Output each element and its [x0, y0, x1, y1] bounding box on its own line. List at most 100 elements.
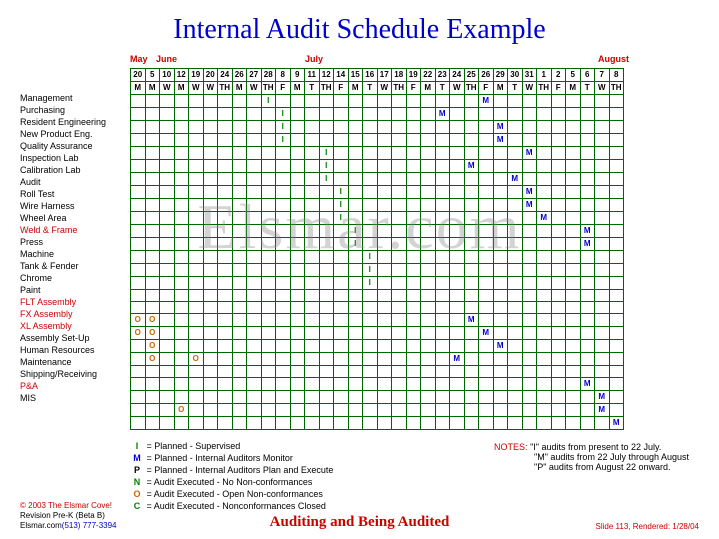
grid-cell [566, 186, 581, 199]
grid-cell [203, 95, 218, 108]
grid-cell [203, 134, 218, 147]
grid-cell [131, 378, 146, 391]
grid-cell [609, 225, 624, 238]
grid-cell [290, 327, 305, 340]
grid-cell [261, 199, 276, 212]
grid-cell [421, 404, 436, 417]
grid-cell [261, 391, 276, 404]
grid-cell [131, 186, 146, 199]
grid-cell [319, 378, 334, 391]
grid-cell [160, 238, 175, 251]
grid-cell [508, 251, 523, 264]
day-letter: M [421, 82, 436, 95]
grid-cell: I [276, 134, 291, 147]
grid-cell [203, 212, 218, 225]
grid-cell [609, 238, 624, 251]
month-label: June [156, 54, 177, 64]
grid-cell [261, 417, 276, 430]
grid-cell [493, 160, 508, 173]
day-number: 27 [247, 69, 262, 82]
grid-cell [508, 121, 523, 134]
grid-cell [479, 378, 494, 391]
grid-cell [160, 302, 175, 314]
grid-cell [232, 160, 247, 173]
grid-cell [421, 108, 436, 121]
grid-cell [203, 173, 218, 186]
grid-cell [464, 95, 479, 108]
grid-cell [305, 251, 320, 264]
grid-cell [377, 238, 392, 251]
grid-cell [290, 417, 305, 430]
grid-cell [218, 95, 233, 108]
grid-cell [522, 327, 537, 340]
grid-cell [334, 378, 349, 391]
grid-cell [131, 251, 146, 264]
grid-cell [435, 238, 450, 251]
grid-cell: M [522, 186, 537, 199]
grid-cell [218, 417, 233, 430]
grid-cell [479, 134, 494, 147]
grid-cell [145, 264, 160, 277]
grid-cell [464, 417, 479, 430]
grid-cell [174, 314, 189, 327]
grid-cell [276, 366, 291, 378]
grid-cell [348, 173, 363, 186]
grid-cell [232, 238, 247, 251]
grid-cell [160, 353, 175, 366]
grid-cell [595, 134, 610, 147]
grid-cell [566, 314, 581, 327]
grid-cell [450, 378, 465, 391]
grid-cell: M [508, 173, 523, 186]
row-label: Management [20, 92, 130, 104]
grid-cell [319, 302, 334, 314]
grid-cell [174, 108, 189, 121]
grid-cell [261, 264, 276, 277]
grid-cell [508, 160, 523, 173]
grid-cell [261, 302, 276, 314]
grid-cell [290, 251, 305, 264]
grid-cell [508, 417, 523, 430]
grid-cell [479, 160, 494, 173]
grid-cell [203, 199, 218, 212]
grid-cell [580, 302, 595, 314]
grid-cell [508, 302, 523, 314]
grid-cell [261, 404, 276, 417]
row-labels: ManagementPurchasingResident Engineering… [20, 68, 130, 430]
grid-cell [595, 251, 610, 264]
grid-cell [566, 264, 581, 277]
grid-cell [232, 134, 247, 147]
grid-cell [421, 199, 436, 212]
grid-cell [551, 353, 566, 366]
grid-cell [305, 353, 320, 366]
grid-cell [131, 302, 146, 314]
grid-cell [435, 186, 450, 199]
grid-cell [377, 417, 392, 430]
row-label: FX Assembly [20, 308, 130, 320]
grid-cell [174, 417, 189, 430]
grid-cell [580, 277, 595, 290]
grid-cell [319, 251, 334, 264]
grid-cell [363, 173, 378, 186]
grid-cell [319, 340, 334, 353]
grid-cell [348, 391, 363, 404]
grid-cell [566, 212, 581, 225]
grid-cell [276, 264, 291, 277]
grid-cell [276, 186, 291, 199]
grid-cell [595, 277, 610, 290]
day-letter: W [247, 82, 262, 95]
grid-cell [392, 366, 407, 378]
grid-cell [392, 378, 407, 391]
grid-cell [189, 186, 204, 199]
grid-cell [145, 290, 160, 302]
grid-cell [551, 160, 566, 173]
grid-cell [218, 327, 233, 340]
grid-cell [406, 238, 421, 251]
grid-cell [551, 147, 566, 160]
grid-cell [276, 327, 291, 340]
row-label: Chrome [20, 272, 130, 284]
grid-cell [160, 404, 175, 417]
grid-cell [160, 290, 175, 302]
grid-cell [203, 366, 218, 378]
grid-cell [377, 199, 392, 212]
grid-cell [334, 302, 349, 314]
